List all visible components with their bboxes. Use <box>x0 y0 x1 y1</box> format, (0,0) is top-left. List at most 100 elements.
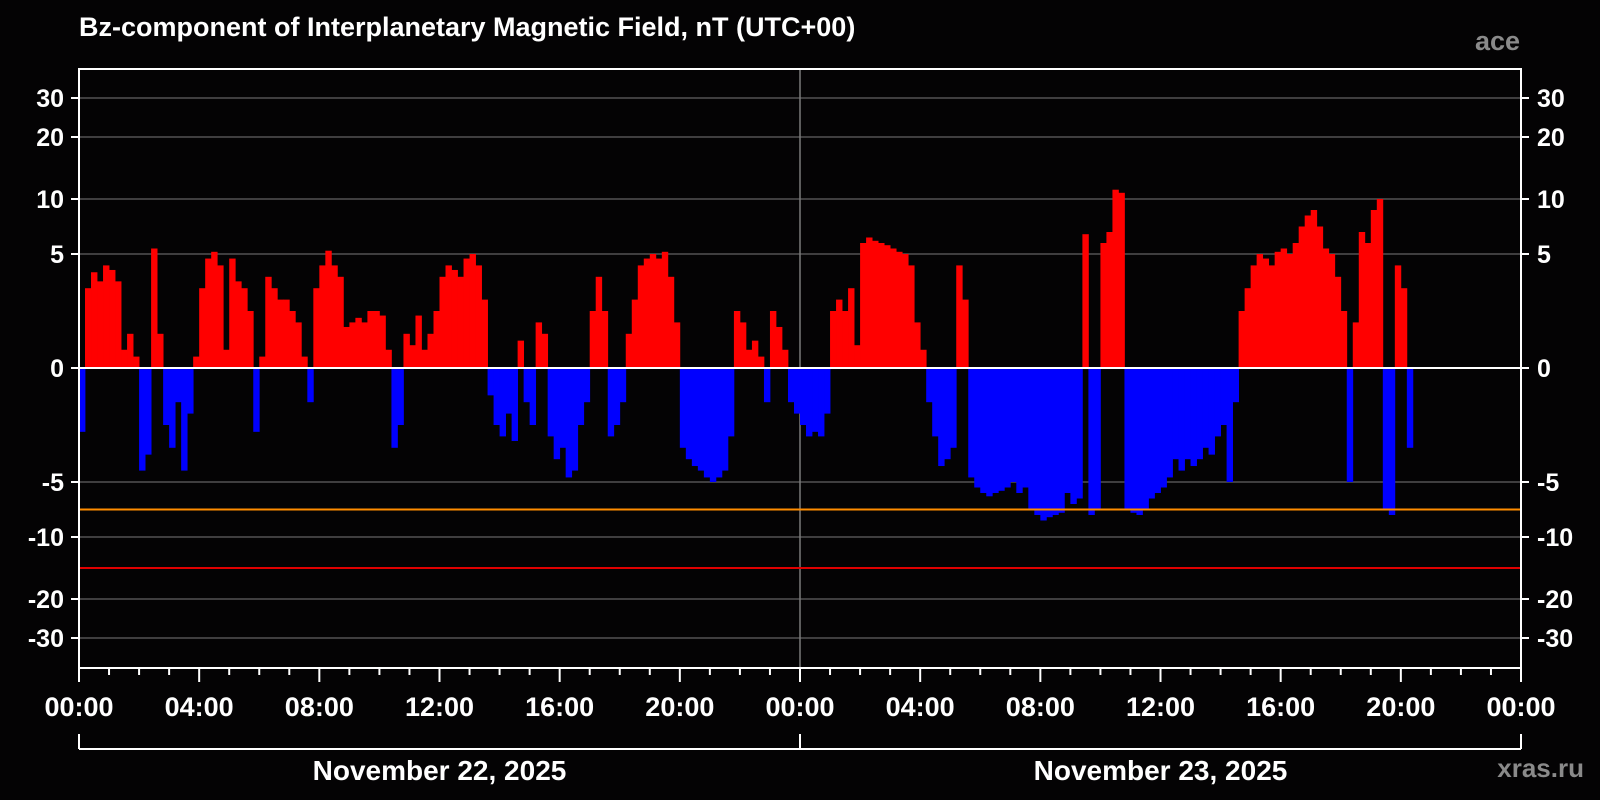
bz-bar <box>427 333 434 368</box>
bz-bar <box>595 276 603 368</box>
bz-bar <box>103 265 110 368</box>
bz-bar <box>848 288 855 368</box>
bz-bar <box>860 243 867 368</box>
date-labels: November 22, 2025 November 23, 2025 <box>78 734 1522 786</box>
bz-bar <box>1364 243 1372 368</box>
y-tick-label-left: 30 <box>36 85 64 113</box>
bz-bar <box>1046 368 1053 518</box>
bz-bar <box>926 368 933 403</box>
bz-bar <box>1406 368 1414 448</box>
bz-bars <box>79 189 1414 521</box>
bz-bar <box>511 368 519 441</box>
y-tick-label-left: -20 <box>28 586 64 614</box>
bz-bar <box>319 265 326 368</box>
bz-bar <box>601 311 609 368</box>
bz-bar <box>709 368 717 482</box>
bz-bar <box>1274 251 1282 368</box>
bz-bar <box>361 322 368 368</box>
bz-bar <box>547 368 555 437</box>
bz-bar <box>685 368 693 460</box>
bz-bar <box>812 368 819 432</box>
bz-bar <box>1076 368 1083 499</box>
bz-bar <box>577 368 585 425</box>
bz-bar <box>1370 210 1378 368</box>
x-ticks: 00:00 04:00 08:00 12:00 16:00 20:00 00:00 04:00… <box>44 668 1556 722</box>
bz-bar <box>637 265 645 368</box>
bz-bar <box>878 243 885 368</box>
bz-bar <box>289 311 296 368</box>
y-tick-label-left: -5 <box>42 469 64 497</box>
bz-bar <box>565 368 573 478</box>
bz-bar <box>619 368 627 403</box>
bz-bar <box>1232 368 1240 403</box>
bz-bar <box>1160 368 1167 488</box>
bz-bar <box>433 311 440 368</box>
bz-bar <box>613 368 621 425</box>
bz-bar <box>589 311 597 368</box>
bz-bar <box>1262 258 1270 368</box>
bz-bar <box>727 368 735 437</box>
x-tick-label: 16:00 <box>1246 692 1315 722</box>
bz-bar <box>830 311 837 368</box>
bz-bar <box>229 258 236 368</box>
bz-bar <box>1010 368 1017 482</box>
bz-bar <box>1070 368 1077 504</box>
bz-bar <box>553 368 561 460</box>
bz-bar <box>1166 368 1173 478</box>
bz-bar <box>1358 232 1366 368</box>
bz-bar <box>902 254 909 368</box>
bz-bar <box>1082 234 1089 368</box>
bz-bar <box>842 311 849 368</box>
bz-bar <box>493 368 500 425</box>
bz-bar <box>1202 368 1209 448</box>
bz-bar <box>259 356 266 368</box>
bz-bar <box>445 265 452 368</box>
bz-bar <box>908 265 915 368</box>
bz-bar <box>1220 368 1227 425</box>
bz-bar <box>1304 215 1312 368</box>
x-tick-label: 20:00 <box>645 692 714 722</box>
bz-bar <box>301 356 308 368</box>
y-tick-label-left: 5 <box>50 241 64 269</box>
bz-bar <box>625 333 633 368</box>
x-tick-label: 04:00 <box>886 692 955 722</box>
bz-bar <box>1094 368 1101 510</box>
bz-bar <box>193 356 200 368</box>
bz-bar <box>679 368 687 448</box>
bz-bar <box>313 288 320 368</box>
bz-bar <box>769 311 777 368</box>
bz-bar <box>385 349 392 368</box>
bz-bar <box>205 258 212 368</box>
bz-bar <box>872 240 879 368</box>
bz-bar <box>223 349 230 368</box>
bz-bar <box>277 299 284 368</box>
bz-bar <box>667 276 675 368</box>
bz-bar <box>1004 368 1011 488</box>
bz-bar <box>1352 322 1360 368</box>
bz-bar <box>974 368 981 488</box>
date-label: November 23, 2025 <box>1034 755 1288 786</box>
y-tick-label-left: -30 <box>28 625 64 653</box>
bz-bar <box>824 368 831 414</box>
bz-bar <box>463 258 470 368</box>
bz-bar <box>1394 265 1402 368</box>
bz-bar <box>133 356 140 368</box>
bz-bar <box>1322 248 1330 368</box>
bz-bar <box>97 281 104 368</box>
bz-bar <box>337 276 344 368</box>
bz-bar <box>397 368 404 425</box>
bz-bar <box>271 288 278 368</box>
x-tick-label: 08:00 <box>1006 692 1075 722</box>
bz-bar <box>175 368 182 403</box>
bz-bar <box>649 254 657 368</box>
bz-bar <box>85 288 92 368</box>
bz-bar <box>1208 368 1215 455</box>
bz-bar <box>763 368 771 403</box>
bz-bar <box>631 299 639 368</box>
bz-bar <box>1142 368 1149 510</box>
bz-bar <box>884 245 891 368</box>
bz-bar <box>1298 226 1306 368</box>
bz-bar <box>373 311 380 368</box>
bz-bar <box>1268 265 1276 368</box>
bz-bar <box>523 368 531 403</box>
